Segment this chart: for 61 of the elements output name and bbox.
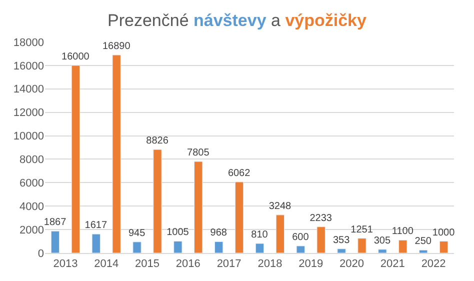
y-tick-label: 8000 [20, 154, 44, 166]
data-label: 3248 [268, 200, 292, 212]
x-tick-label: 2013 [53, 258, 78, 270]
data-label: 810 [251, 230, 268, 241]
bar [418, 250, 428, 253]
bar [50, 230, 60, 253]
data-label: 16890 [102, 41, 131, 52]
data-label: 2233 [310, 212, 332, 224]
bar [174, 240, 182, 253]
chart-title: Prezenčné návštevy a výpožičky [108, 10, 368, 30]
x-tick-label: 2019 [298, 258, 324, 270]
data-label: 1100 [392, 226, 414, 238]
x-tick-label: 2018 [258, 258, 282, 270]
bar [296, 246, 305, 253]
bar [153, 149, 162, 253]
x-tick-label: 2015 [135, 258, 160, 270]
bar [439, 241, 448, 253]
bar [398, 240, 408, 253]
y-tick-label: 14000 [13, 84, 44, 96]
bar [378, 249, 387, 253]
x-tick-label: 2014 [94, 258, 119, 270]
y-tick-label: 18000 [13, 36, 44, 49]
bar [71, 65, 80, 253]
x-tick-label: 2022 [421, 258, 446, 270]
bar [132, 242, 142, 253]
data-label: 353 [332, 234, 350, 246]
y-tick-label: 10000 [13, 130, 44, 143]
bar [337, 248, 346, 253]
bar [358, 238, 366, 253]
y-tick-label: 6000 [20, 178, 44, 190]
bar [276, 214, 285, 253]
data-label: 6062 [228, 168, 251, 179]
y-tick-label: 4000 [20, 200, 44, 213]
data-label: 305 [374, 235, 391, 246]
data-label: 968 [210, 228, 228, 239]
data-label: 1005 [166, 227, 190, 238]
bar [255, 243, 264, 253]
data-label: 7805 [187, 148, 210, 159]
bar [316, 226, 326, 253]
x-tick-label: 2021 [380, 258, 405, 270]
data-label: 1867 [44, 217, 67, 228]
data-label: 945 [128, 228, 146, 239]
bar [234, 182, 244, 253]
data-label: 600 [292, 232, 310, 243]
y-tick-label: 16000 [13, 60, 44, 72]
data-label: 16000 [62, 51, 90, 62]
bar [92, 234, 100, 253]
y-tick-label: 2000 [20, 224, 44, 236]
data-label: 250 [414, 236, 432, 248]
data-label: 1000 [432, 227, 456, 238]
x-tick-label: 2020 [340, 258, 364, 270]
data-label: 8826 [146, 136, 169, 147]
x-tick-label: 2016 [176, 258, 200, 270]
y-tick-label: 0 [38, 248, 44, 260]
bar [214, 241, 224, 253]
data-label: 1251 [350, 224, 374, 236]
bar [194, 161, 203, 253]
x-tick-label: 2017 [216, 258, 242, 270]
bar [112, 54, 121, 253]
y-tick-label: 12000 [13, 107, 44, 120]
data-label: 1617 [84, 220, 108, 232]
